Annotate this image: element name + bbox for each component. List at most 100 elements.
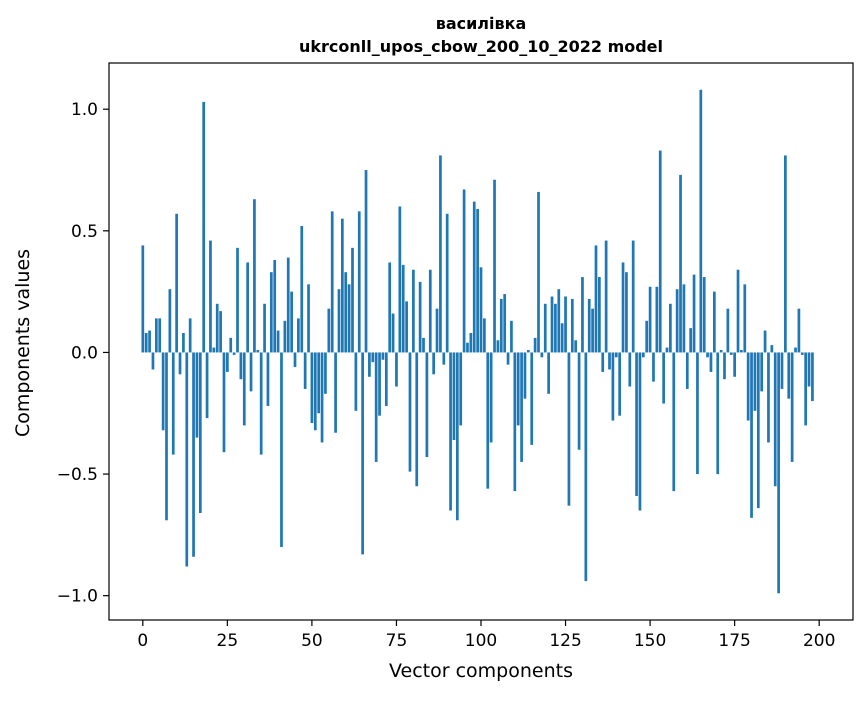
bar-103 [489, 352, 493, 443]
bar-114 [526, 350, 530, 353]
bar-167 [706, 352, 709, 358]
bar-198 [811, 352, 814, 402]
bar-44 [290, 291, 293, 353]
bar-126 [567, 352, 571, 506]
x-axis-label: Vector components [389, 660, 573, 682]
bar-91 [449, 352, 452, 511]
x-tick-label-3: 75 [386, 631, 408, 651]
bar-175 [733, 352, 736, 377]
y-tick-label-0: −1.0 [57, 587, 98, 607]
bar-124 [560, 323, 564, 353]
bar-22 [215, 303, 219, 353]
bar-139 [611, 352, 615, 421]
bar-28 [236, 247, 239, 353]
bar-154 [662, 352, 665, 404]
bar-110 [513, 352, 517, 492]
bar-47 [300, 225, 304, 353]
bar-46 [297, 318, 300, 353]
bar-70 [378, 352, 381, 416]
bar-190 [784, 155, 787, 353]
ticks-group: 0 25 50 75 100 125 150 175 200 −1.0 −0.5 0.0 0.5 1.0 [57, 100, 836, 651]
x-tick-label-5: 125 [549, 631, 581, 651]
y-tick-label-3: 0.5 [71, 222, 98, 242]
bar-12 [182, 332, 185, 353]
bar-181 [753, 352, 757, 411]
bar-195 [800, 352, 804, 355]
y-tick-label-1: −0.5 [57, 465, 98, 485]
bar-162 [689, 328, 693, 353]
bar-197 [807, 352, 811, 387]
bar-42 [283, 320, 287, 353]
bar-40 [276, 330, 280, 353]
bar-16 [195, 352, 199, 438]
bar-36 [263, 303, 266, 353]
bar-77 [401, 264, 405, 353]
bar-182 [756, 352, 760, 509]
bar-172 [723, 352, 726, 380]
bar-58 [337, 289, 341, 353]
bar-116 [533, 337, 537, 353]
chart-title: василівка [436, 14, 527, 33]
bar-67 [368, 352, 371, 377]
bar-15 [192, 352, 195, 557]
bar-121 [550, 296, 554, 353]
bar-165 [699, 89, 703, 353]
bar-155 [665, 347, 669, 353]
bar-43 [286, 257, 290, 353]
bar-149 [645, 320, 649, 353]
bar-187 [773, 352, 777, 487]
bar-31 [246, 262, 250, 353]
bar-99 [476, 208, 479, 353]
bar-55 [327, 308, 331, 353]
bar-85 [428, 269, 432, 353]
bar-26 [229, 337, 233, 353]
bar-185 [767, 352, 770, 443]
bar-160 [682, 284, 686, 353]
chart-subtitle: ukrconll_upos_cbow_200_10_2022 model [299, 37, 663, 56]
bar-161 [685, 352, 689, 389]
bar-95 [462, 189, 466, 353]
bar-173 [726, 308, 730, 353]
bar-134 [594, 245, 598, 353]
bar-94 [459, 352, 463, 426]
bar-30 [242, 352, 246, 426]
bar-125 [564, 296, 567, 353]
bar-101 [483, 318, 486, 353]
bar-63 [354, 352, 358, 411]
bar-75 [395, 352, 398, 387]
y-tick-label-2: 0.0 [71, 343, 98, 363]
bar-189 [780, 352, 784, 389]
bar-157 [672, 352, 676, 492]
bar-150 [648, 286, 652, 353]
bar-192 [790, 352, 794, 462]
bar-65 [361, 352, 364, 555]
x-tick-label-8: 200 [803, 631, 835, 651]
bar-118 [540, 352, 544, 358]
bar-129 [577, 352, 581, 450]
bars-group [141, 89, 814, 594]
bar-88 [439, 155, 442, 353]
bar-107 [503, 294, 507, 353]
bar-7 [165, 352, 168, 521]
bar-151 [652, 352, 655, 382]
bar-105 [496, 340, 500, 353]
bar-122 [554, 303, 557, 353]
bar-64 [357, 211, 361, 353]
bar-169 [712, 291, 716, 353]
bar-178 [743, 284, 747, 353]
bar-72 [384, 352, 388, 406]
bar-14 [188, 318, 192, 353]
bar-32 [249, 352, 253, 392]
bar-141 [618, 352, 622, 416]
bar-89 [442, 352, 446, 365]
bar-60 [344, 272, 348, 353]
bar-135 [598, 277, 601, 353]
bar-148 [641, 352, 645, 358]
x-tick-label-7: 175 [718, 631, 750, 651]
x-tick-label-0: 0 [137, 631, 148, 651]
bar-140 [614, 352, 618, 358]
bar-23 [219, 311, 222, 353]
bar-96 [466, 342, 469, 353]
bar-6 [161, 352, 165, 431]
